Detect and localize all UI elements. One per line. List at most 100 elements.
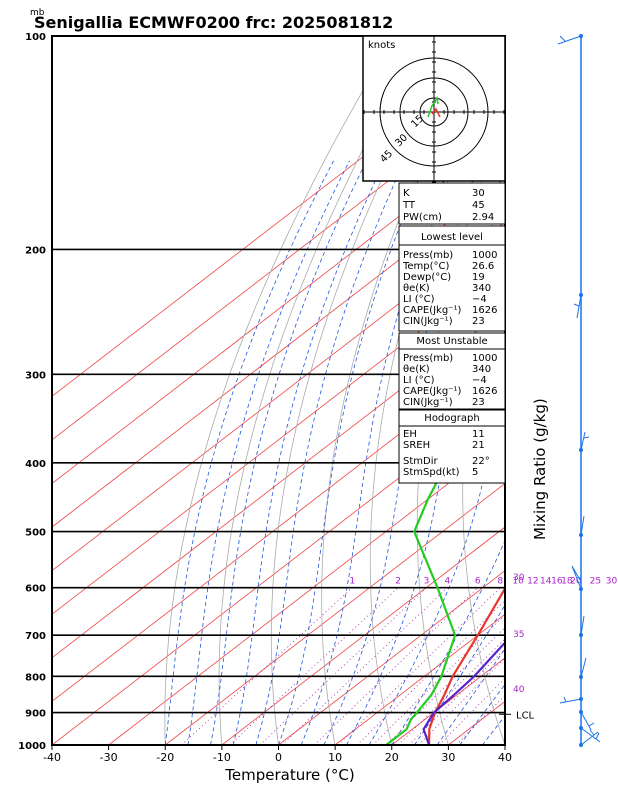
lowest-level-header: Lowest level — [421, 232, 483, 243]
hodograph-storm-motion — [431, 107, 441, 118]
moist-adiabat-line — [210, 160, 367, 745]
x-tick-label: 20 — [385, 751, 399, 764]
mixing-ratio-label: 14 — [540, 577, 552, 587]
isotherm-edge-label: 30 — [513, 573, 525, 583]
hodograph-param-value: 5 — [472, 467, 478, 478]
mixing-ratio-label: 18 — [561, 577, 573, 587]
mixing-ratio-line — [259, 587, 427, 745]
most-unstable-name: Press(mb) — [403, 353, 453, 364]
moist-adiabat-line — [504, 744, 505, 745]
hodograph-param-name: StmDir — [403, 456, 438, 467]
indices-top-block — [398, 182, 506, 225]
wind-barb — [559, 696, 582, 704]
lcl-label: LCL — [516, 710, 535, 721]
hodograph-param-name: EH — [403, 429, 417, 440]
x-tick-label: 10 — [328, 751, 342, 764]
dry-adiabat-line — [591, 36, 618, 745]
hodograph-param-value: 22° — [472, 456, 490, 467]
index-name: K — [403, 188, 410, 199]
lowest-level-name: Dewp(°C) — [403, 272, 451, 283]
mixing-ratio-label: 25 — [590, 577, 601, 587]
hodograph-params-header: Hodograph — [424, 413, 479, 424]
y-tick-label: 900 — [25, 709, 46, 720]
x-tick-label: 30 — [441, 751, 455, 764]
most-unstable-name: CAPE(Jkg⁻¹) — [403, 386, 461, 397]
mixing-ratio-label: 20 — [570, 577, 582, 587]
mixing-ratio-label: 6 — [475, 577, 481, 587]
dry-adiabat-line — [321, 36, 484, 745]
isotherm-edge-label: 40 — [513, 685, 525, 695]
most-unstable-value: 1000 — [472, 353, 497, 364]
moist-adiabat-line — [187, 160, 350, 745]
y-tick-label: 700 — [25, 631, 46, 642]
profile-line-3 — [422, 641, 505, 745]
moist-adiabat-line — [391, 539, 505, 745]
chart-title: Senigallia ECMWF0200 frc: 2025081812 — [34, 13, 393, 32]
wind-barb — [571, 565, 582, 590]
indices-box: K 30 TT 45 PW(cm) 2.94 Lowest level Press(mb) 10… — [398, 182, 506, 484]
x-tick-label: -30 — [100, 751, 118, 764]
mixing-ratio-label: 12 — [527, 577, 538, 587]
wind-barb-dot — [579, 34, 583, 38]
x-axis-label: Temperature (°C) — [224, 766, 354, 784]
isotherm-line — [52, 221, 505, 572]
mixing-ratio-label: 10 — [512, 577, 524, 587]
index-value: 45 — [472, 200, 485, 211]
isotherm-line — [165, 482, 505, 745]
dry-adiabat-line — [164, 36, 396, 745]
lowest-level-block — [398, 225, 506, 332]
hodograph-param-name: SREH — [403, 440, 430, 451]
moist-adiabat-line — [346, 184, 505, 745]
hodograph-params-block — [398, 409, 506, 484]
moist-adiabat-line — [459, 683, 505, 745]
y-tick-label: 600 — [25, 584, 46, 595]
wind-barb-dot — [579, 675, 583, 679]
hodograph-units-label: knots — [368, 40, 395, 51]
wind-barb — [580, 729, 599, 746]
y-tick-label: 400 — [25, 459, 46, 470]
lowest-level-value: −4 — [472, 294, 487, 305]
lowest-level-name: Temp(°C) — [402, 261, 450, 272]
most-unstable-header: Most Unstable — [416, 336, 487, 347]
mixing-ratio-label: 16 — [551, 577, 563, 587]
wind-barb-dot — [579, 533, 583, 537]
dry-adiabat-line — [549, 36, 618, 745]
index-value: 2.94 — [472, 212, 494, 223]
wind-barb-dot — [579, 726, 583, 730]
dry-adiabat-line — [218, 36, 425, 745]
isotherm-line — [221, 526, 505, 745]
lowest-level-value: 19 — [472, 272, 485, 283]
wind-barb-dot — [579, 710, 583, 714]
isotherm-line — [52, 352, 505, 702]
y-tick-label: 100 — [25, 32, 46, 43]
profile-line-2 — [385, 360, 505, 745]
moist-adiabat-line — [255, 160, 405, 745]
isotherm-line — [108, 439, 505, 745]
isotherm-line — [52, 395, 505, 745]
y-tick-label: 200 — [25, 245, 46, 256]
x-tick-label: -20 — [156, 751, 174, 764]
y-tick-label: 500 — [25, 528, 46, 539]
mixing-ratio-line — [438, 677, 505, 745]
moist-adiabat-line — [278, 160, 428, 745]
y-tick-label: 300 — [25, 370, 46, 381]
wind-barb — [580, 615, 585, 636]
dry-adiabat-line — [270, 36, 455, 745]
mixing-ratio-label: 2 — [395, 577, 401, 587]
y-tick-label: 1000 — [18, 741, 46, 752]
wind-barb — [580, 657, 587, 678]
wind-barb — [573, 294, 582, 319]
x-tick-label: 40 — [498, 751, 512, 764]
wind-barb — [580, 431, 590, 451]
mixing-ratio-label: 8 — [497, 577, 503, 587]
hodograph-param-name: StmSpd(kt) — [403, 467, 460, 478]
lowest-level-name: CIN(Jkg⁻¹) — [403, 316, 453, 327]
mixing-ratio-line — [337, 587, 501, 745]
mixing-ratio-label: 1 — [349, 577, 355, 587]
isotherm-line — [562, 36, 618, 745]
wind-barb-dot — [579, 448, 583, 452]
lowest-level-value: 1000 — [472, 250, 497, 261]
